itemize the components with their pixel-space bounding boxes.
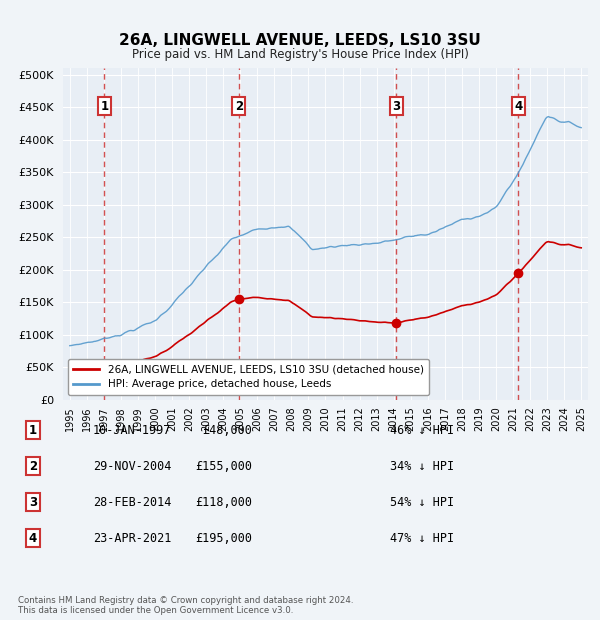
Text: 23-APR-2021: 23-APR-2021 bbox=[93, 532, 172, 544]
Text: 47% ↓ HPI: 47% ↓ HPI bbox=[390, 532, 454, 544]
Text: 1: 1 bbox=[100, 100, 109, 113]
Text: 54% ↓ HPI: 54% ↓ HPI bbox=[390, 496, 454, 508]
Text: 34% ↓ HPI: 34% ↓ HPI bbox=[390, 460, 454, 472]
Text: 46% ↓ HPI: 46% ↓ HPI bbox=[390, 424, 454, 436]
Text: 10-JAN-1997: 10-JAN-1997 bbox=[93, 424, 172, 436]
Text: Price paid vs. HM Land Registry's House Price Index (HPI): Price paid vs. HM Land Registry's House … bbox=[131, 48, 469, 61]
Text: £155,000: £155,000 bbox=[195, 460, 252, 472]
Text: £48,000: £48,000 bbox=[202, 424, 252, 436]
Text: £195,000: £195,000 bbox=[195, 532, 252, 544]
Text: 2: 2 bbox=[29, 460, 37, 472]
Text: 4: 4 bbox=[514, 100, 523, 113]
Text: 26A, LINGWELL AVENUE, LEEDS, LS10 3SU: 26A, LINGWELL AVENUE, LEEDS, LS10 3SU bbox=[119, 33, 481, 48]
Text: 3: 3 bbox=[29, 496, 37, 508]
Legend: 26A, LINGWELL AVENUE, LEEDS, LS10 3SU (detached house), HPI: Average price, deta: 26A, LINGWELL AVENUE, LEEDS, LS10 3SU (d… bbox=[68, 359, 429, 395]
Text: 28-FEB-2014: 28-FEB-2014 bbox=[93, 496, 172, 508]
Text: 4: 4 bbox=[29, 532, 37, 544]
Text: 2: 2 bbox=[235, 100, 243, 113]
Text: 1: 1 bbox=[29, 424, 37, 436]
Text: 29-NOV-2004: 29-NOV-2004 bbox=[93, 460, 172, 472]
Text: 3: 3 bbox=[392, 100, 400, 113]
Text: Contains HM Land Registry data © Crown copyright and database right 2024.
This d: Contains HM Land Registry data © Crown c… bbox=[18, 596, 353, 615]
Text: £118,000: £118,000 bbox=[195, 496, 252, 508]
